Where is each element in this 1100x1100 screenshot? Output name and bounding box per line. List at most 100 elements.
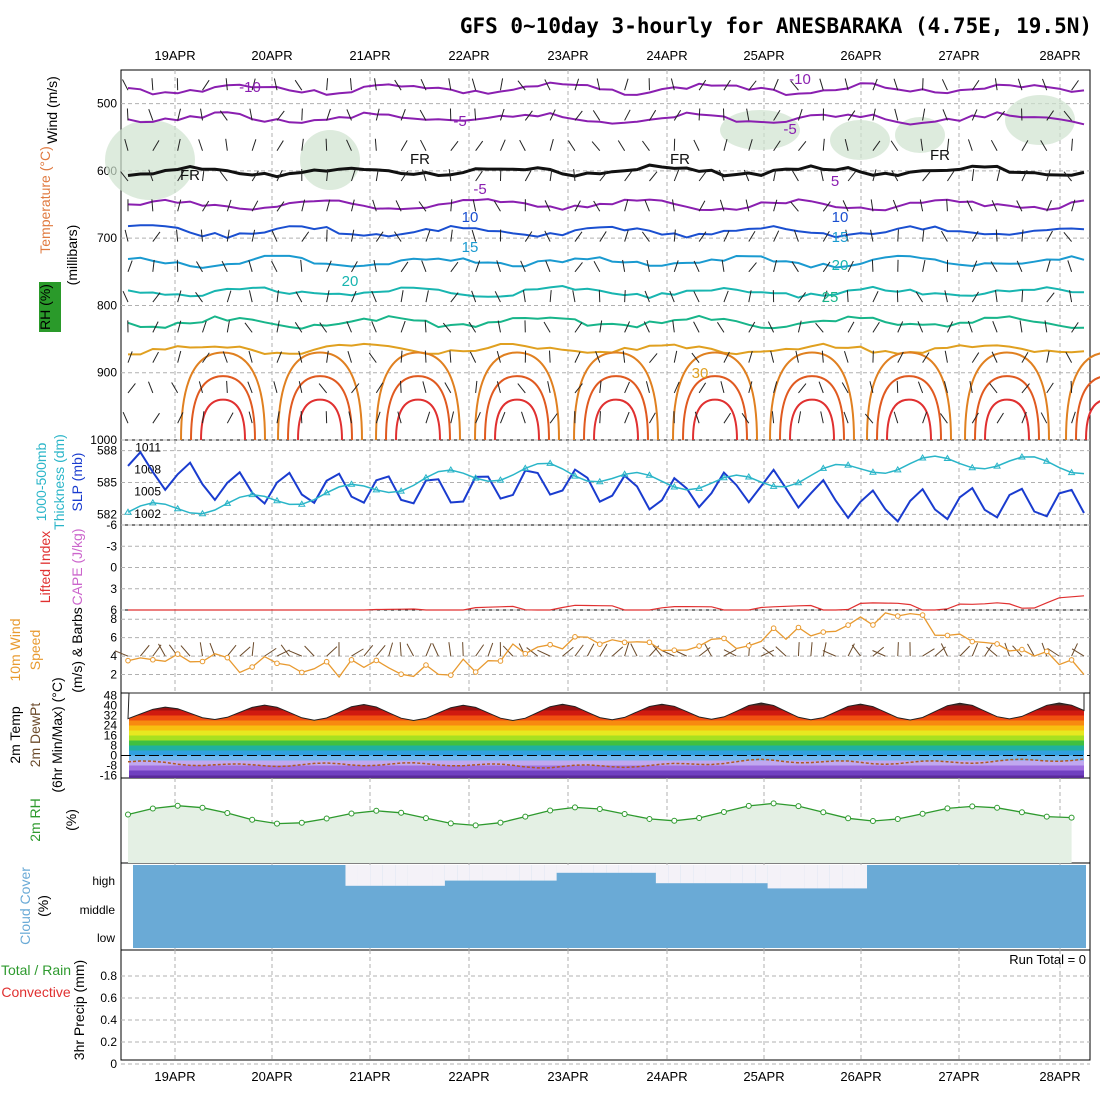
- wind-barb: [450, 229, 453, 242]
- wind-barb: [519, 139, 526, 151]
- wind-barb: [152, 321, 159, 333]
- rh-shading: [105, 120, 195, 200]
- wind-barb: [474, 108, 477, 121]
- wind-barb: [375, 411, 381, 424]
- wind-barb: [773, 140, 781, 152]
- wind-barb: [723, 79, 731, 91]
- wind-barb: [893, 411, 899, 424]
- wind-barb: [818, 381, 824, 394]
- cloud-clear-gap: [407, 865, 421, 886]
- wind10-marker: [969, 638, 976, 645]
- wind-barb: [693, 321, 700, 333]
- wind10-marker: [745, 643, 752, 649]
- wind-barb: [645, 381, 650, 394]
- wind-barb: [371, 321, 377, 333]
- wind-barb: [897, 321, 904, 333]
- wind-barb: [717, 322, 725, 333]
- wind10-barb: [140, 644, 150, 657]
- wind-barb: [225, 138, 228, 151]
- wind-barb: [248, 350, 253, 363]
- wind-barb: [496, 350, 501, 363]
- wind-barb: [350, 199, 355, 212]
- wind-barb: [226, 380, 228, 393]
- thickness-marker: [943, 454, 952, 462]
- wind10-barb: [872, 650, 886, 657]
- wind10-marker: [448, 672, 454, 678]
- rh-marker: [323, 815, 330, 822]
- wind-barb: [922, 108, 926, 121]
- wind10-marker: [398, 671, 404, 678]
- wind10-barb: [723, 649, 737, 657]
- wind-barb: [419, 109, 427, 121]
- wind-barb: [572, 290, 576, 303]
- wind-barb: [195, 292, 203, 303]
- wind-barb: [219, 110, 228, 121]
- wind-barb: [198, 381, 203, 394]
- wind-barb: [641, 231, 650, 242]
- wind10-barb: [363, 644, 374, 657]
- wind-barb: [617, 140, 626, 151]
- wind-barb: [375, 108, 380, 121]
- temp-band: [129, 770, 1084, 776]
- thickness-marker: [248, 490, 257, 498]
- temp-band: [129, 760, 1084, 766]
- precip-tick-label: 0: [110, 1057, 117, 1071]
- wind-barb: [276, 320, 280, 333]
- wind-barb: [276, 351, 282, 363]
- thickness-marker: [496, 476, 505, 483]
- wind-barb: [574, 322, 583, 333]
- wind-barb: [919, 199, 924, 212]
- rh-shading: [1005, 95, 1075, 145]
- wind-barb: [496, 381, 501, 394]
- li-tick-label: 3: [110, 582, 117, 596]
- wind-barb: [346, 321, 352, 333]
- wind-barb: [276, 411, 280, 424]
- wind-barb: [844, 78, 849, 91]
- wind-barb: [545, 260, 551, 273]
- wind-barb: [815, 322, 824, 333]
- wind-barb: [624, 229, 629, 242]
- wind-barb: [400, 320, 406, 333]
- wind10-barb: [797, 642, 800, 657]
- wind-barb: [890, 140, 899, 152]
- wind10-speed-line: [127, 612, 1085, 679]
- wind-barb: [723, 230, 730, 242]
- wind-barb: [349, 78, 352, 91]
- isotherm-15: [127, 254, 1085, 269]
- wind-barb: [1046, 110, 1054, 121]
- wind-barb: [1071, 199, 1076, 212]
- axis-label-lifted-index: Lifted Index: [37, 531, 53, 603]
- rh-legend-swatch: [39, 282, 61, 332]
- wind10-barb: [425, 642, 432, 657]
- cloud-clear-gap: [631, 865, 644, 873]
- wind-barb: [971, 260, 978, 273]
- wind-barb: [971, 79, 980, 91]
- axis-label-wind: Wind (m/s): [44, 76, 60, 144]
- wind-barb: [326, 78, 329, 91]
- wind-barb: [922, 259, 926, 272]
- wind-barb: [773, 381, 778, 394]
- wind10-marker: [721, 635, 727, 642]
- thickness-tick-label: 582: [97, 507, 117, 521]
- wind-barb: [872, 140, 881, 152]
- wind-barb: [797, 320, 802, 333]
- wind-barb: [350, 229, 355, 242]
- wind-barb: [920, 138, 924, 151]
- wind10-tick-label: 6: [110, 631, 117, 645]
- wind-barb: [622, 259, 626, 272]
- wind-barb: [845, 229, 849, 242]
- cloud-clear-gap: [531, 865, 545, 881]
- temp-tick-label: 16: [104, 729, 118, 743]
- wind-barb: [471, 229, 477, 242]
- warm-contour: [573, 351, 659, 441]
- pressure-tick-label: 700: [97, 231, 117, 245]
- wind-barb: [891, 170, 899, 182]
- temp-band: [129, 730, 1084, 736]
- wind-barb: [152, 140, 160, 151]
- cloud-clear-gap: [680, 865, 694, 884]
- wind-barb: [820, 169, 824, 182]
- temp-tick-label: 48: [104, 689, 118, 703]
- wind-barb: [494, 291, 501, 303]
- rh-shading: [300, 130, 360, 190]
- cloud-clear-gap: [382, 865, 396, 886]
